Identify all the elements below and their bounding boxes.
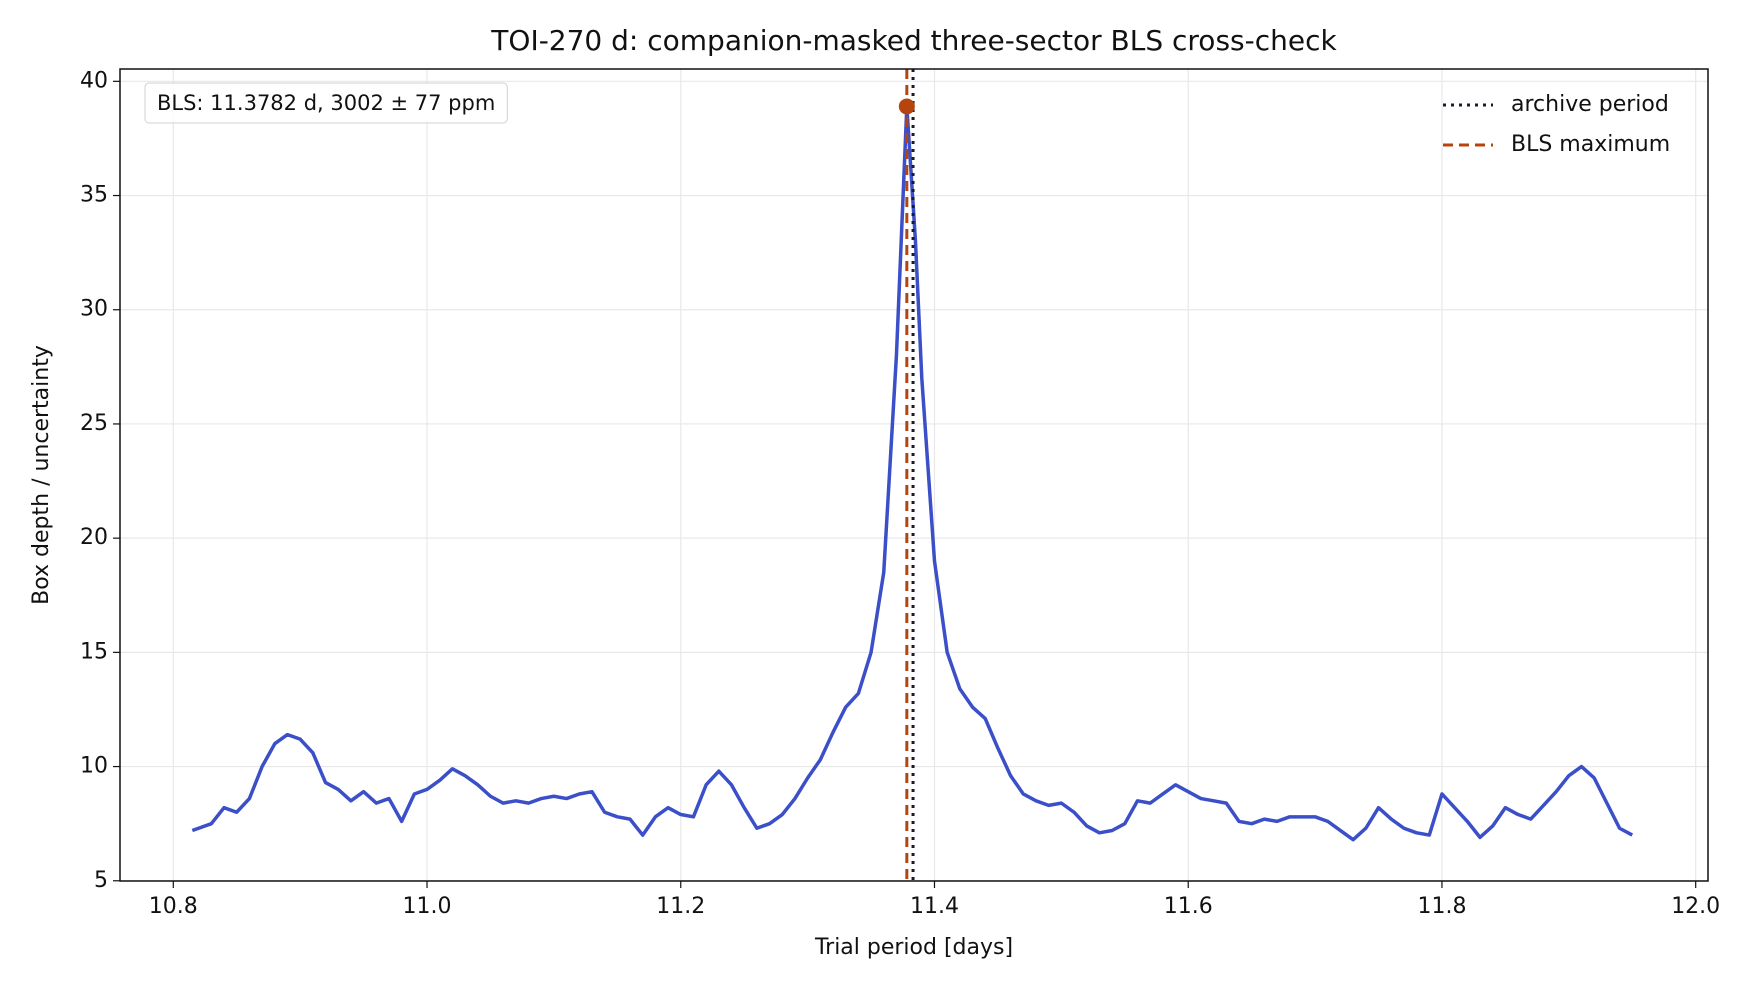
x-tick-label: 12.0	[1671, 894, 1720, 919]
y-tick-label: 15	[80, 639, 108, 664]
x-tick-label: 10.8	[149, 894, 198, 919]
y-tick-label: 40	[80, 68, 108, 93]
x-tick-label: 11.8	[1417, 894, 1466, 919]
annotation-box	[144, 82, 508, 124]
x-tick-label: 11.0	[403, 894, 452, 919]
y-tick-label: 10	[80, 754, 108, 779]
y-tick-label: 20	[80, 525, 108, 550]
annotation: BLS: 11.3782 d, 3002 ± 77 ppm	[157, 91, 495, 115]
legend-label: archive period	[1511, 92, 1669, 117]
x-tick-label: 11.4	[910, 894, 959, 919]
x-axis-label: Trial period [days]	[814, 935, 1013, 960]
y-tick-label: 25	[80, 411, 108, 436]
plot-frame	[119, 68, 1709, 882]
legend-label: BLS maximum	[1511, 132, 1670, 157]
y-tick-label: 30	[80, 297, 108, 322]
y-axis-label: Box depth / uncertainty	[29, 345, 54, 605]
y-tick-label: 5	[94, 868, 108, 893]
data-line	[191, 104, 1634, 842]
x-tick-label: 11.6	[1164, 894, 1213, 919]
peak-marker	[898, 98, 915, 115]
y-tick-label: 35	[80, 183, 108, 208]
chart-title: TOI-270 d: companion-masked three-sector…	[490, 24, 1337, 57]
x-tick-label: 11.2	[656, 894, 705, 919]
